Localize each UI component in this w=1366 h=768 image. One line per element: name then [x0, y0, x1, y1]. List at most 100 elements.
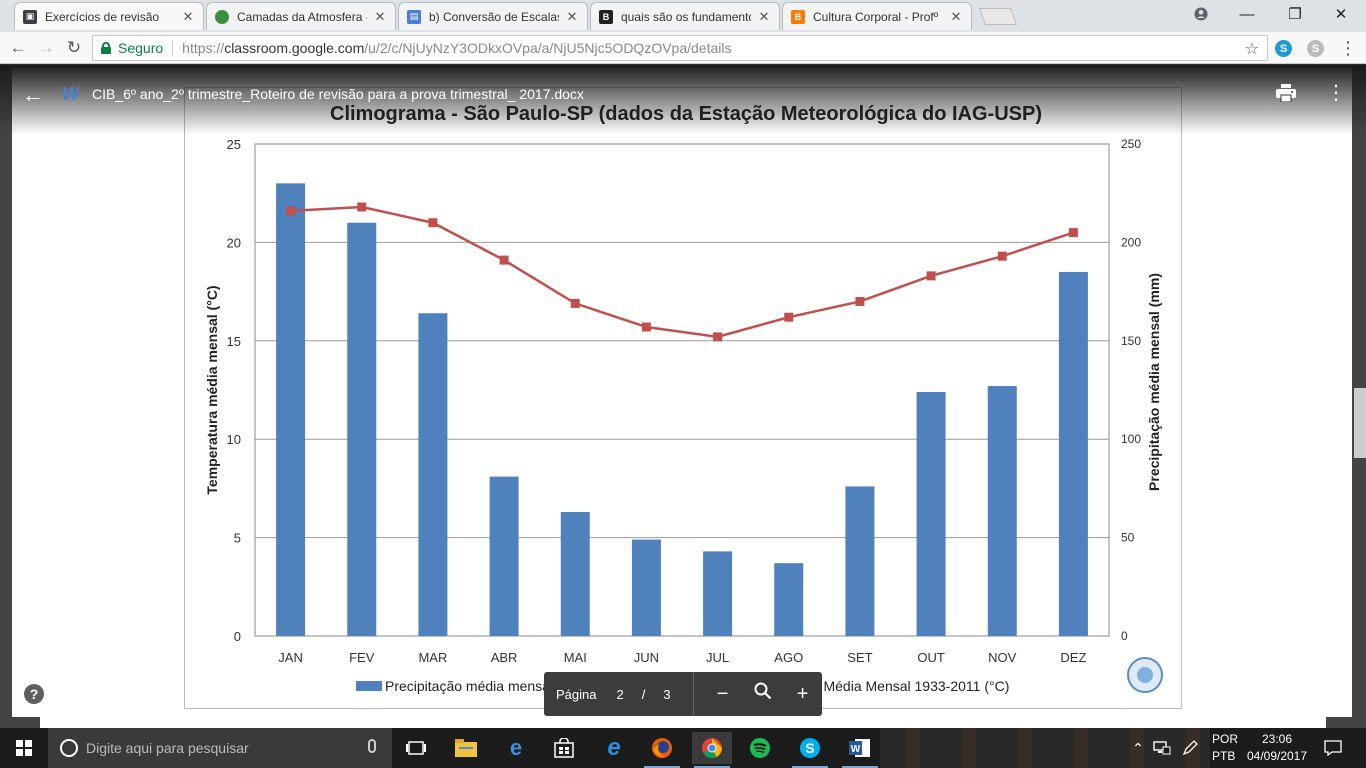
tab-strip: ▣ Exercícios de revisão ✕ Camadas da Atm… — [0, 0, 1366, 32]
search-placeholder: Digite aqui para pesquisar — [86, 740, 249, 756]
x-tick-label: JUL — [706, 650, 729, 665]
skype-extension-icon[interactable]: S — [1275, 40, 1292, 57]
bar-precipitacao — [845, 486, 875, 636]
bookmark-star-icon[interactable]: ☆ — [1244, 41, 1259, 58]
y-right-tick-label: 250 — [1121, 137, 1141, 151]
y-left-tick-label: 25 — [227, 137, 241, 152]
taskbar-search[interactable]: Digite aqui para pesquisar — [48, 728, 392, 768]
forward-icon[interactable]: → — [37, 38, 55, 57]
bar-precipitacao — [347, 222, 377, 636]
url-path: /u/2/c/NjUyNzY3ODkxOVpa/a/NjU5Njc5ODQzOV… — [364, 40, 732, 56]
address-bar[interactable]: Seguro https://classroom.google.com/u/2/… — [92, 35, 1268, 61]
back-icon[interactable]: ← — [9, 38, 27, 57]
taskbar: Digite aqui para pesquisar e e S W ⌃ POR… — [0, 728, 1366, 768]
svg-text:S: S — [805, 740, 814, 756]
x-tick-label: DEZ — [1060, 650, 1086, 665]
y-right-axis-label: Precipitação média mensal (mm) — [1146, 273, 1162, 491]
notifications-icon[interactable] — [1320, 732, 1346, 764]
bar-precipitacao — [560, 512, 590, 636]
system-clock[interactable]: 23:06 04/09/2017 — [1242, 731, 1312, 765]
store-icon[interactable] — [544, 732, 584, 764]
page-separator: / — [641, 686, 646, 702]
url-text: https://classroom.google.com/u/2/c/NjUyN… — [182, 40, 731, 56]
brainly-icon: B — [599, 9, 613, 24]
scrollbar[interactable] — [1354, 388, 1366, 458]
close-window-icon[interactable]: ✕ — [1334, 6, 1348, 23]
page-current[interactable]: 2 — [616, 686, 624, 702]
tab-camadas[interactable]: Camadas da Atmosfera - ✕ — [206, 2, 396, 30]
edge-icon[interactable]: e — [509, 735, 523, 760]
firefox-icon[interactable] — [642, 732, 682, 768]
x-tick-label: JAN — [278, 650, 303, 665]
skype-extension-icon[interactable]: S — [1307, 40, 1324, 57]
start-button[interactable] — [0, 728, 48, 768]
y-left-tick-label: 15 — [227, 334, 241, 349]
lock-icon — [101, 42, 111, 54]
bar-precipitacao — [418, 313, 448, 636]
tab-fundamentos[interactable]: B quais são os fundamento ✕ — [590, 2, 780, 30]
file-explorer-icon[interactable] — [446, 732, 486, 764]
spotify-icon[interactable] — [740, 732, 780, 764]
blogger-icon: B — [791, 9, 805, 24]
zoom-in-icon[interactable]: + — [796, 682, 809, 705]
reload-icon[interactable]: ↻ — [66, 38, 82, 57]
bar-precipitacao — [1058, 271, 1088, 636]
secure-label: Seguro — [118, 40, 164, 56]
help-icon[interactable]: ? — [24, 684, 44, 704]
temperature-point — [357, 202, 367, 212]
tab-cultura[interactable]: B Cultura Corporal - Profº ✕ — [782, 2, 972, 30]
word-taskbar-icon[interactable]: W — [840, 732, 880, 768]
page-total: 3 — [663, 686, 671, 702]
clock-date: 04/09/2017 — [1246, 749, 1308, 763]
viewer-header-shade — [0, 65, 1366, 135]
page-label: Página — [556, 686, 597, 702]
browser-toolbar: ← → ↻ Seguro https://classroom.google.co… — [0, 32, 1366, 64]
tab-title: Exercícios de revisão — [45, 9, 160, 24]
tab-exercicios[interactable]: ▣ Exercícios de revisão ✕ — [14, 2, 204, 30]
close-icon[interactable]: ✕ — [758, 8, 770, 24]
internet-explorer-icon[interactable]: e — [607, 734, 621, 761]
keyboard-layout: PTB — [1212, 749, 1236, 763]
menu-icon[interactable]: ⋮ — [1339, 37, 1357, 58]
task-view-icon[interactable] — [396, 732, 436, 764]
zoom-icon[interactable] — [752, 682, 774, 706]
network-icon[interactable] — [1150, 732, 1174, 764]
bar-precipitacao — [774, 563, 804, 636]
y-right-tick-label: 50 — [1121, 531, 1135, 545]
word-icon: W — [62, 84, 79, 104]
chevron-up-icon[interactable]: ⌃ — [1132, 739, 1144, 756]
print-icon[interactable] — [1276, 84, 1296, 103]
zoom-out-icon[interactable]: − — [716, 682, 729, 705]
y-left-tick-label: 20 — [227, 235, 241, 250]
new-tab-button[interactable] — [978, 8, 1018, 25]
temperature-point — [1068, 228, 1078, 238]
minimize-icon[interactable]: — — [1239, 5, 1255, 23]
skype-icon[interactable]: S — [790, 732, 830, 768]
temperature-point — [713, 332, 723, 342]
temperature-point — [855, 296, 865, 306]
close-icon[interactable]: ✕ — [950, 8, 962, 24]
close-icon[interactable]: ✕ — [374, 8, 386, 24]
bar-precipitacao — [916, 391, 946, 636]
microphone-icon[interactable] — [368, 739, 376, 753]
bar-precipitacao — [987, 386, 1017, 636]
temperature-point — [997, 251, 1007, 261]
more-options-icon[interactable]: ⋮ — [1326, 82, 1346, 104]
y-left-tick-label: 10 — [227, 432, 241, 447]
tab-conversao[interactable]: ▤ b) Conversão de Escalas ✕ — [398, 2, 588, 30]
x-tick-label: OUT — [917, 650, 945, 665]
divider — [692, 672, 694, 716]
bar-precipitacao — [276, 183, 306, 637]
close-icon[interactable]: ✕ — [182, 8, 194, 24]
restore-icon[interactable]: ❐ — [1288, 6, 1302, 23]
x-tick-label: ABR — [491, 650, 518, 665]
viewer-back-icon[interactable]: ← — [22, 82, 44, 107]
pen-icon[interactable] — [1178, 732, 1202, 764]
close-icon[interactable]: ✕ — [566, 8, 578, 24]
tab-title: Camadas da Atmosfera - — [237, 9, 367, 24]
tab-title: b) Conversão de Escalas — [429, 9, 559, 24]
input-language[interactable]: POR PTB — [1212, 731, 1238, 765]
profile-icon[interactable] — [1178, 0, 1224, 28]
chrome-icon[interactable] — [692, 732, 732, 768]
x-tick-label: MAI — [564, 650, 587, 665]
